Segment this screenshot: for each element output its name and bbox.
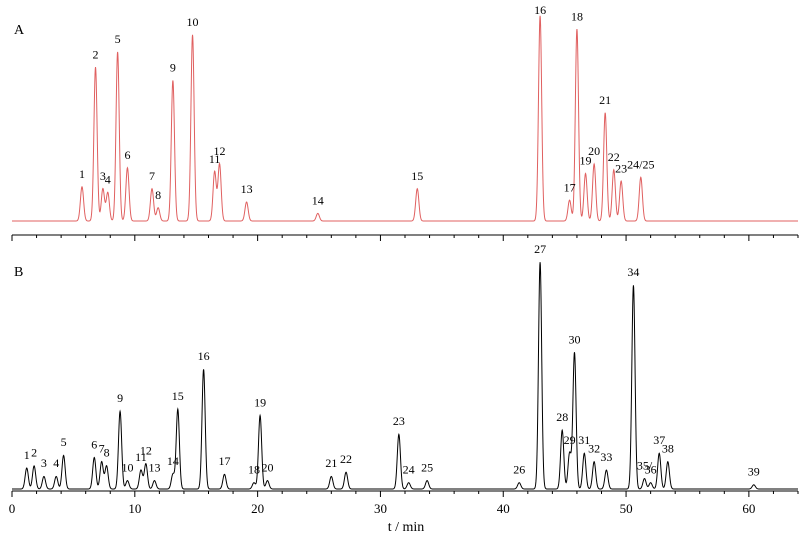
panel-a-ticks (11, 235, 799, 241)
peak-label: 6 (124, 148, 130, 162)
peak-label: 34 (627, 265, 639, 279)
peak-label: 22 (340, 452, 352, 466)
peak-label: 19 (580, 154, 592, 168)
peak-label: 36 (645, 463, 657, 477)
peak-label: 10 (121, 460, 133, 474)
x-tick-label: 20 (251, 501, 264, 516)
peak-label: 4 (53, 456, 59, 470)
peak-label: 14 (167, 454, 179, 468)
peak-label: 16 (534, 3, 546, 17)
peak-label: 32 (588, 442, 600, 456)
peak-label: 12 (140, 444, 152, 458)
peak-label: 33 (600, 450, 612, 464)
panel-a-label: A (14, 23, 25, 38)
peak-label: 2 (93, 47, 99, 61)
x-tick-label: 10 (128, 501, 141, 516)
panel-a-trace (12, 15, 798, 222)
peak-label: 21 (599, 93, 611, 107)
panel-b-trace (12, 262, 798, 490)
x-tick-label: 60 (742, 501, 755, 516)
peak-label: 3 (100, 169, 106, 183)
peak-label: 9 (117, 391, 123, 405)
peak-label: 1 (24, 448, 30, 462)
peak-label: 11 (135, 450, 147, 464)
x-tick-label: 50 (620, 501, 633, 516)
peak-label: 39 (748, 465, 760, 479)
x-tick-label: 0 (9, 501, 16, 516)
peak-label: 17 (218, 454, 230, 468)
peak-label: 26 (513, 463, 525, 477)
peak-label: 18 (248, 463, 260, 477)
peak-label: 11 (209, 152, 221, 166)
peak-label: 20 (588, 144, 600, 158)
peak-label: 29 (564, 433, 576, 447)
peak-label: 14 (312, 194, 324, 208)
peak-label: 6 (91, 437, 97, 451)
peak-label: 7 (149, 169, 155, 183)
peak-label: 5 (115, 32, 121, 46)
peak-label: 3 (41, 456, 47, 470)
peak-label: 15 (411, 169, 423, 183)
peak-label: 4 (105, 173, 111, 187)
peak-label: 10 (187, 15, 199, 29)
peak-label: 18 (571, 9, 583, 23)
peak-label: 24 (403, 463, 415, 477)
peak-label: 5 (61, 435, 67, 449)
peak-label: 28 (556, 410, 568, 424)
x-axis-title: t / min (388, 520, 425, 535)
peak-label: 19 (254, 395, 266, 409)
peak-label: 21 (325, 456, 337, 470)
peak-label: 13 (148, 460, 160, 474)
peak-label: 17 (564, 180, 576, 194)
panel-b-label: B (14, 265, 23, 280)
peak-label: 8 (104, 446, 110, 460)
peak-label: 35/ (637, 458, 653, 472)
peak-label: 7 (99, 442, 105, 456)
peak-label: 37 (653, 433, 665, 447)
peak-label: 31 (578, 433, 590, 447)
peak-label: 23 (393, 414, 405, 428)
panel-b-ticks: 0 10 20 30 40 50 60 (9, 491, 799, 516)
peak-label: 2 (31, 446, 37, 460)
peak-label: 27 (534, 242, 546, 256)
peak-label: 23 (615, 161, 627, 175)
peak-label: 13 (241, 182, 253, 196)
peak-label: 38 (662, 442, 674, 456)
x-tick-label: 30 (374, 501, 387, 516)
peak-label: 9 (170, 61, 176, 75)
peak-label: 25 (421, 460, 433, 474)
peak-label: 12 (214, 144, 226, 158)
peak-label: 20 (261, 460, 273, 474)
peak-label: 30 (568, 332, 580, 346)
x-tick-label: 40 (497, 501, 510, 516)
peak-label: 1 (79, 167, 85, 181)
peak-label: 22 (608, 150, 620, 164)
peak-label: 16 (198, 349, 210, 363)
peak-label: 15 (172, 389, 184, 403)
peak-label: 8 (155, 188, 161, 202)
peak-label: 24/25 (627, 158, 654, 172)
